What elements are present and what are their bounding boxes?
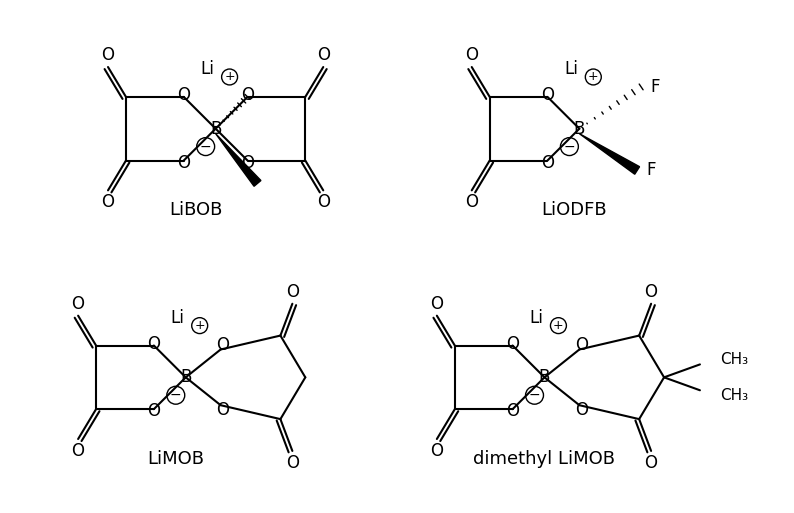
Text: Li: Li — [530, 309, 543, 327]
Text: LiBOB: LiBOB — [169, 201, 222, 219]
Text: B: B — [574, 120, 585, 137]
Text: O: O — [216, 336, 229, 353]
Text: O: O — [575, 336, 588, 353]
Text: O: O — [541, 153, 554, 171]
Polygon shape — [580, 134, 640, 174]
Text: O: O — [148, 402, 160, 420]
Text: O: O — [430, 295, 443, 313]
Text: +: + — [553, 319, 564, 332]
Polygon shape — [216, 134, 261, 186]
Text: O: O — [541, 86, 554, 104]
Text: F: F — [650, 78, 660, 96]
Text: O: O — [286, 283, 299, 301]
Text: O: O — [286, 454, 299, 472]
Text: O: O — [575, 401, 588, 419]
Text: O: O — [317, 46, 330, 64]
Text: O: O — [430, 442, 443, 460]
Text: O: O — [241, 153, 254, 171]
Text: O: O — [102, 46, 114, 64]
Text: −: − — [170, 388, 182, 402]
Text: O: O — [645, 283, 657, 301]
Text: dimethyl LiMOB: dimethyl LiMOB — [473, 450, 615, 468]
Text: +: + — [224, 70, 235, 84]
Text: −: − — [200, 140, 211, 153]
Text: CH₃: CH₃ — [720, 352, 748, 367]
Text: O: O — [465, 193, 478, 211]
Text: Li: Li — [171, 309, 185, 327]
Text: O: O — [102, 193, 114, 211]
Text: B: B — [210, 120, 222, 137]
Text: B: B — [180, 368, 191, 386]
Text: O: O — [216, 401, 229, 419]
Text: Li: Li — [201, 60, 214, 78]
Text: O: O — [645, 454, 657, 472]
Text: O: O — [241, 86, 254, 104]
Text: B: B — [539, 368, 550, 386]
Text: O: O — [465, 46, 478, 64]
Text: −: − — [529, 388, 541, 402]
Text: O: O — [177, 86, 191, 104]
Text: O: O — [71, 295, 85, 313]
Text: CH₃: CH₃ — [720, 388, 748, 403]
Text: O: O — [506, 402, 519, 420]
Text: LiODFB: LiODFB — [542, 201, 607, 219]
Text: F: F — [646, 162, 656, 180]
Text: −: − — [564, 140, 575, 153]
Text: O: O — [148, 334, 160, 352]
Text: Li: Li — [565, 60, 578, 78]
Text: O: O — [506, 334, 519, 352]
Text: LiMOB: LiMOB — [147, 450, 204, 468]
Text: +: + — [195, 319, 205, 332]
Text: +: + — [588, 70, 599, 84]
Text: O: O — [317, 193, 330, 211]
Text: O: O — [71, 442, 85, 460]
Text: O: O — [177, 153, 191, 171]
